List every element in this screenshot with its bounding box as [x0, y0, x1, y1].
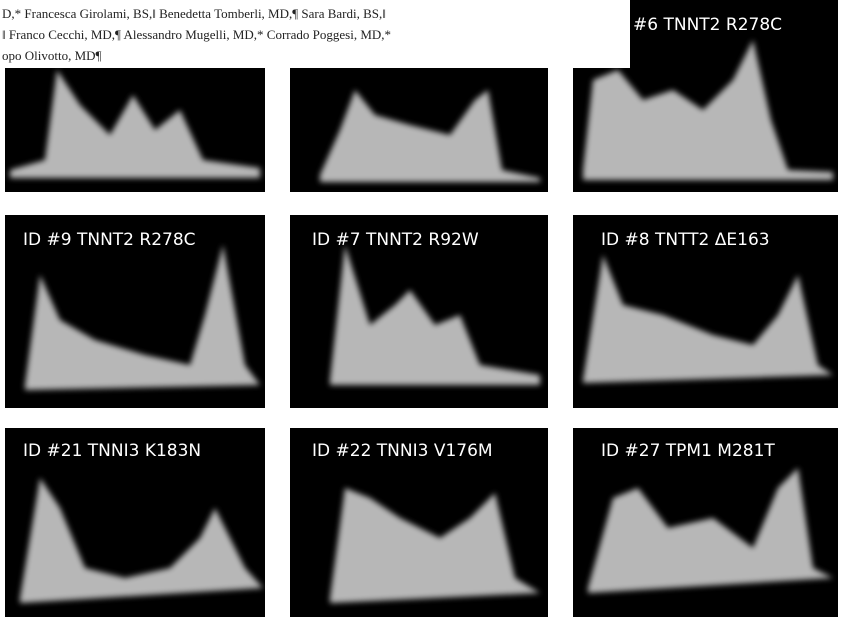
author-line: D,* Francesca Girolami, BS,‖ Benedetta T…: [2, 6, 386, 21]
panel: ID #22 TNNI3 V176M: [290, 428, 548, 617]
panel: ID #21 TNNI3 K183N: [5, 428, 265, 617]
author-line: opo Olivotto, MD¶: [2, 48, 102, 63]
panel: ID #7 TNNT2 R92W: [290, 215, 548, 408]
panel: ID #27 TPM1 M281T: [573, 428, 838, 617]
panel-label: ID #9 TNNT2 R278C: [23, 230, 196, 250]
author-overlay: D,* Francesca Girolami, BS,‖ Benedetta T…: [0, 0, 630, 68]
panel-label: ID #22 TNNI3 V176M: [312, 441, 493, 461]
panel-label: ID #21 TNNI3 K183N: [23, 441, 201, 461]
panel: ID #8 TNTT2 ΔE163: [573, 215, 838, 408]
figure: #6 TNNT2 R278C ID #9 TNNT2 R278C ID #7 T…: [0, 0, 846, 617]
panel-label: ID #7 TNNT2 R92W: [312, 230, 479, 250]
panel-label: #6 TNNT2 R278C: [633, 15, 782, 35]
author-line: ‖ Franco Cecchi, MD,¶ Alessandro Mugelli…: [2, 27, 391, 42]
panel: ID #9 TNNT2 R278C: [5, 215, 265, 408]
panel-label: ID #27 TPM1 M281T: [601, 441, 775, 461]
panel-label: ID #8 TNTT2 ΔE163: [601, 230, 770, 250]
